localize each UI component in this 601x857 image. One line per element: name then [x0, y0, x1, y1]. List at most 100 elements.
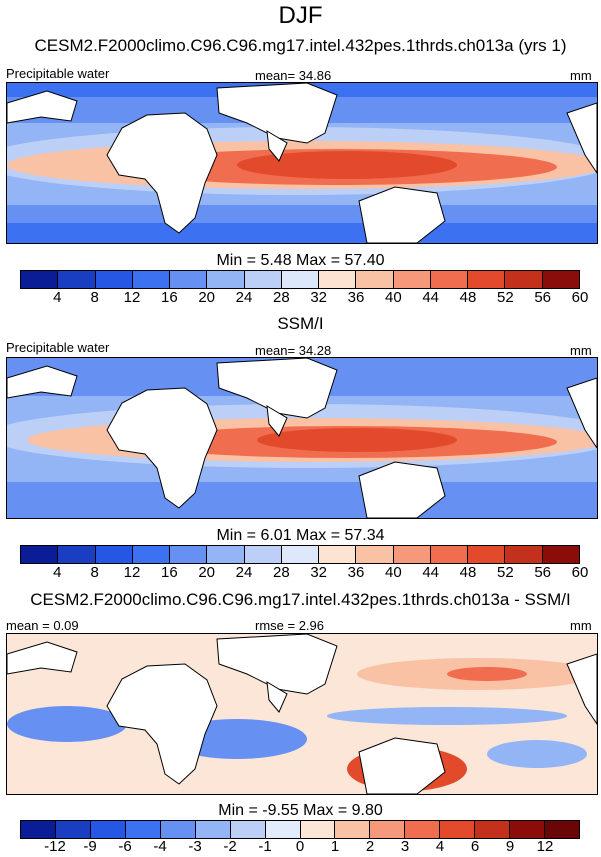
figure-title: DJF: [278, 2, 323, 29]
india: [266, 405, 288, 437]
asia: [216, 83, 338, 144]
colorbar-box: [393, 271, 431, 288]
colorbar-box: [468, 546, 506, 563]
colorbar-box: [265, 821, 301, 838]
colorbar-tick-label: 9: [505, 838, 515, 855]
colorbar-box: [405, 821, 441, 838]
panel1-map: [6, 82, 598, 244]
colorbar-box: [475, 821, 511, 838]
colorbar-tick-label: 6: [470, 838, 480, 855]
africa: [106, 663, 218, 785]
colorbar-box: [393, 546, 431, 563]
colorbar-tick-label: 20: [198, 564, 215, 581]
colorbar-box: [207, 271, 245, 288]
colorbar-box: [244, 271, 282, 288]
colorbar-tick-label: 48: [459, 289, 477, 306]
panel3-right-label: mm: [570, 618, 592, 633]
panel3-colorbar-ticks: -12 -9 -6 -4 -3 -2 -1 0 1 2 3 4 6 9 12: [20, 838, 580, 856]
colorbar-tick-label: 16: [160, 289, 178, 306]
warm-pool-core: [257, 428, 457, 452]
colorbar-box: [90, 821, 126, 838]
australia: [358, 461, 446, 518]
colorbar-box: [545, 821, 579, 838]
colorbar-tick-label: -1: [258, 838, 272, 855]
colorbar-tick-label: 52: [496, 289, 514, 306]
south-band: [7, 482, 597, 518]
australia: [358, 737, 446, 794]
colorbar-box: [542, 271, 579, 288]
colorbar-box: [440, 821, 476, 838]
south-pacific-neg: [487, 740, 587, 768]
panel2-right-label: mm: [570, 343, 592, 358]
panel3-left-label: mean = 0.09: [6, 618, 79, 633]
west-land: [7, 365, 78, 399]
colorbar-box: [21, 546, 59, 563]
americas-edge: [566, 377, 597, 449]
panel3-map: [6, 633, 598, 795]
west-land: [7, 641, 78, 675]
panel3-colorbar: [20, 820, 580, 839]
colorbar-tick-label: 60: [571, 564, 589, 581]
colorbar-tick-label: 4: [53, 289, 62, 306]
colorbar-tick-label: 36: [347, 289, 365, 306]
asia: [216, 634, 338, 695]
colorbar-box: [170, 271, 208, 288]
panel3-minmax: Min = -9.55 Max = 9.80: [218, 802, 383, 819]
colorbar-box: [58, 271, 96, 288]
colorbar-tick-label: 16: [160, 564, 178, 581]
colorbar-tick-label: 56: [534, 564, 551, 581]
colorbar-box: [430, 546, 469, 563]
colorbar-box: [505, 271, 543, 288]
colorbar-tick-label: 40: [384, 564, 402, 581]
colorbar-box: [356, 271, 394, 288]
colorbar-box: [21, 821, 56, 838]
colorbar-tick-label: -12: [44, 838, 66, 855]
colorbar-tick-label: 4: [435, 838, 445, 855]
colorbar-box: [55, 821, 91, 838]
colorbar-box: [281, 271, 320, 288]
panel2-left-label: Precipitable water: [6, 340, 110, 355]
west-land: [7, 90, 78, 124]
colorbar-tick-label: 0: [295, 838, 305, 855]
colorbar-tick-label: 44: [422, 564, 439, 581]
colorbar-box: [125, 821, 161, 838]
colorbar-box: [132, 271, 171, 288]
colorbar-tick-label: 24: [235, 289, 253, 306]
colorbar-tick-label: 24: [235, 564, 253, 581]
americas-edge: [566, 653, 597, 725]
india: [266, 681, 288, 713]
colorbar-tick-label: -6: [118, 838, 132, 855]
colorbar-box: [356, 546, 394, 563]
colorbar-tick-label: -9: [83, 838, 97, 855]
colorbar-box: [300, 821, 336, 838]
colorbar-tick-label: 12: [536, 838, 554, 855]
panel1-colorbar: [20, 270, 580, 289]
colorbar-box: [195, 821, 231, 838]
panel1-right-label: mm: [570, 68, 592, 83]
colorbar-tick-label: 32: [310, 289, 327, 306]
panel1-map-svg: [7, 83, 597, 243]
colorbar-box: [370, 821, 406, 838]
panel2-map: [6, 357, 598, 519]
colorbar-tick-label: 60: [571, 289, 589, 306]
colorbar-tick-label: 8: [90, 564, 99, 581]
panel3-map-svg: [7, 634, 597, 794]
north-pacific-core: [447, 667, 527, 681]
panel2-center-label: mean= 34.28: [255, 343, 332, 358]
colorbar-tick-label: 4: [53, 564, 62, 581]
india: [266, 130, 288, 162]
colorbar-tick-label: 52: [496, 564, 514, 581]
colorbar-box: [468, 271, 506, 288]
panel3-center-label: rmse = 2.96: [255, 618, 325, 633]
colorbar-tick-label: 2: [365, 838, 375, 855]
colorbar-tick-label: 36: [347, 564, 365, 581]
colorbar-tick-label: 3: [400, 838, 410, 855]
americas-edge: [566, 102, 597, 174]
colorbar-tick-label: 20: [198, 289, 215, 306]
colorbar-box: [170, 546, 208, 563]
colorbar-tick-label: -4: [153, 838, 167, 855]
australia: [358, 186, 446, 243]
colorbar-box: [132, 546, 171, 563]
colorbar-box: [319, 271, 357, 288]
colorbar-box: [58, 546, 96, 563]
